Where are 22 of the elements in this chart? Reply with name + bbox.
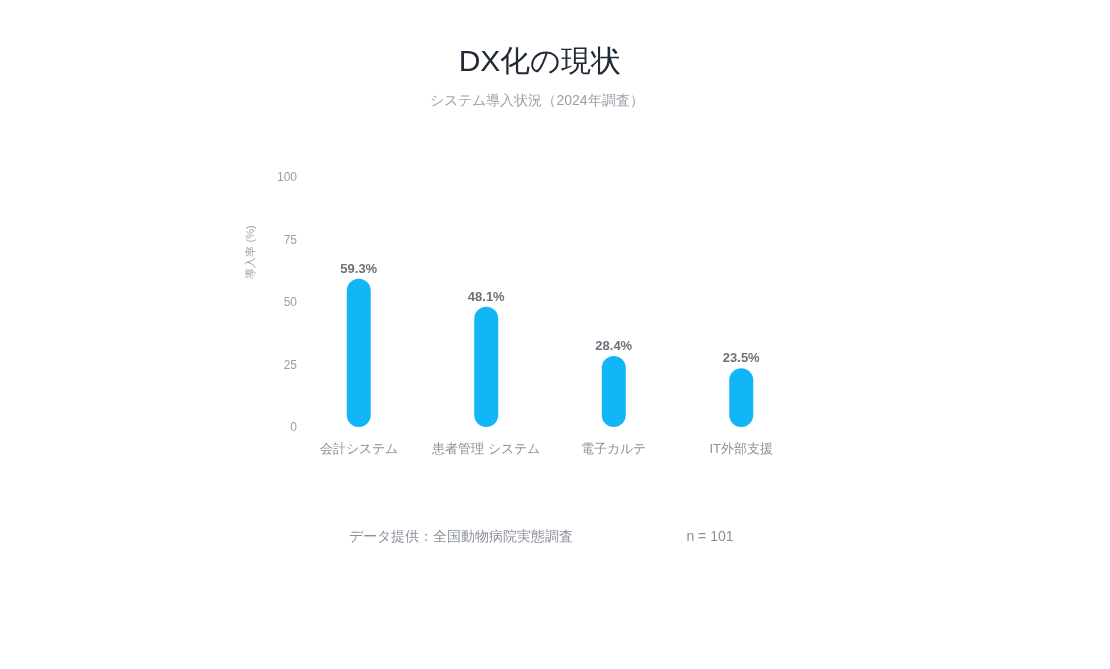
y-axis-title: 導入率 (%) — [244, 225, 256, 279]
bar — [474, 306, 499, 427]
y-tick-label: 25 — [283, 357, 298, 372]
x-tick-label: 会計システム — [319, 441, 398, 456]
y-tick-label: 75 — [283, 232, 298, 247]
y-tick-label: 0 — [290, 420, 298, 434]
chart-title: DX化の現状 — [458, 44, 622, 77]
data-label: 59.3% — [340, 260, 378, 276]
x-tick-label: 電子カルテ — [581, 441, 647, 456]
y-tick-label: 50 — [283, 295, 298, 309]
y-tick-label: 100 — [276, 170, 298, 184]
data-label: 23.5% — [722, 350, 761, 366]
text: n = 101 — [686, 528, 734, 544]
x-tick-label: 患者管理 システム — [431, 441, 541, 456]
bar — [601, 356, 626, 427]
chart-subtitle: システム導入状況（2024年調査） — [430, 92, 644, 108]
data-label: 48.1% — [467, 288, 506, 304]
bar — [346, 278, 371, 427]
x-tick-label: IT外部支援 — [709, 441, 774, 456]
data-label: 28.4% — [595, 338, 633, 353]
bar — [729, 368, 754, 427]
text: データ提供：全国動物病院実態調査 — [349, 528, 573, 544]
